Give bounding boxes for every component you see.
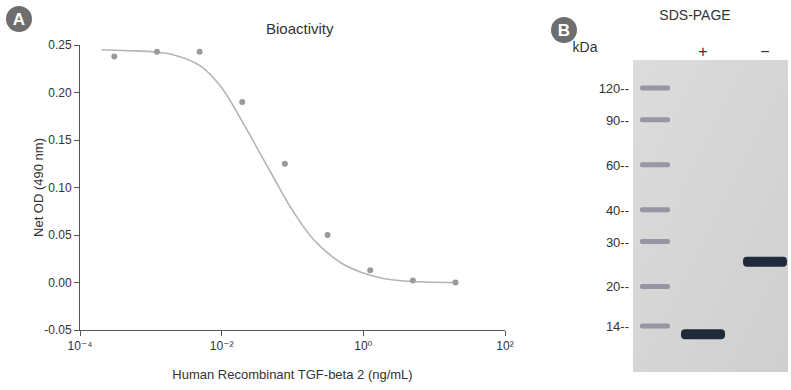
svg-text:−: − (760, 43, 769, 60)
svg-text:SDS-PAGE: SDS-PAGE (659, 7, 730, 23)
svg-text:kDa: kDa (573, 39, 598, 55)
svg-text:40--: 40-- (606, 203, 629, 218)
svg-text:10⁰: 10⁰ (354, 339, 372, 353)
svg-text:B: B (558, 21, 570, 40)
svg-text:A: A (13, 10, 25, 29)
svg-text:Bioactivity: Bioactivity (266, 20, 334, 37)
svg-text:0.25: 0.25 (48, 38, 72, 52)
svg-text:0.00: 0.00 (48, 276, 72, 290)
svg-text:10⁻²: 10⁻² (210, 339, 234, 353)
svg-text:60--: 60-- (606, 158, 629, 173)
svg-text:10⁻⁴: 10⁻⁴ (68, 339, 93, 353)
svg-text:14--: 14-- (606, 319, 629, 334)
svg-text:0.10: 0.10 (48, 181, 72, 195)
svg-text:Human Recombinant TGF-beta 2 (: Human Recombinant TGF-beta 2 (ng/mL) (172, 367, 412, 382)
svg-text:Net OD (490 nm): Net OD (490 nm) (31, 138, 46, 237)
svg-text:+: + (698, 43, 707, 60)
svg-text:90--: 90-- (606, 113, 629, 128)
svg-text:10²: 10² (496, 339, 513, 353)
svg-text:120--: 120-- (599, 81, 629, 96)
svg-text:0.20: 0.20 (48, 86, 72, 100)
svg-text:0.05: 0.05 (48, 228, 72, 242)
svg-text:20--: 20-- (606, 279, 629, 294)
svg-text:-0.05: -0.05 (44, 323, 72, 337)
svg-text:30--: 30-- (606, 235, 629, 250)
svg-text:0.15: 0.15 (48, 133, 72, 147)
